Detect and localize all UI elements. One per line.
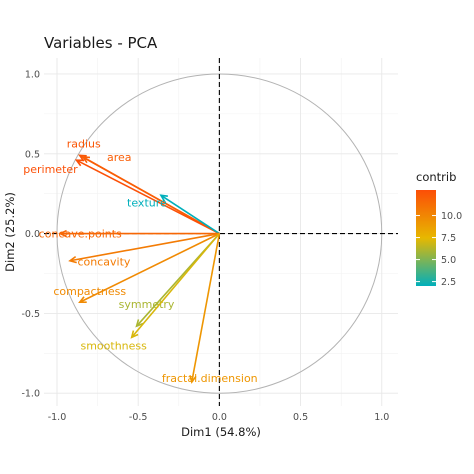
label-concave-points: concave.points — [39, 228, 122, 241]
arrowhead-compactness — [78, 296, 87, 304]
arrowhead-fractal-dimension — [189, 375, 197, 384]
label-smoothness: smoothness — [80, 339, 147, 352]
y-tick-label: 0.0 — [25, 229, 40, 240]
chart-title: Variables - PCA — [44, 34, 158, 52]
x-tick-label: -1.0 — [48, 412, 67, 423]
arrow-smoothness — [131, 233, 220, 338]
label-perimeter: perimeter — [23, 163, 78, 176]
plot-panel — [44, 58, 398, 406]
label-fractal-dimension: fractal.dimension — [162, 372, 258, 385]
arrow-area — [82, 156, 220, 235]
arrow-concavity — [69, 232, 220, 262]
arrowhead-concave-points — [58, 229, 67, 238]
arrow-perimeter — [76, 159, 220, 235]
y-tick-label: 0.5 — [25, 149, 40, 160]
legend-title: contrib — [416, 170, 456, 184]
arrowhead-texture — [159, 194, 168, 202]
arrowhead-area — [81, 156, 91, 164]
legend-tick-label: 5.0 — [441, 255, 456, 266]
arrowhead-radius — [78, 154, 87, 162]
arrow-compactness — [79, 232, 220, 303]
arrowhead-perimeter — [74, 159, 84, 167]
legend-tick-label: 2.5 — [441, 277, 456, 288]
x-axis-label: Dim1 (54.8%) — [181, 425, 261, 439]
y-tick-label: -0.5 — [21, 309, 40, 320]
y-tick-label: -1.0 — [21, 389, 40, 400]
legend-tick-label: 7.5 — [441, 233, 456, 244]
label-compactness: compactness — [53, 285, 126, 298]
label-symmetry: symmetry — [119, 298, 175, 311]
legend-colorbar — [416, 190, 436, 286]
label-area: area — [107, 151, 132, 164]
label-radius: radius — [67, 137, 101, 150]
arrow-texture — [160, 194, 220, 235]
y-tick-label: 1.0 — [25, 69, 40, 80]
arrowhead-symmetry — [135, 319, 144, 328]
arrow-fractal-dimension — [190, 233, 221, 383]
contrib-legend: contrib 2.5 5.0 7.5 10.0 — [416, 170, 462, 288]
x-tick-label: -0.5 — [129, 412, 148, 423]
label-texture: texture — [127, 196, 167, 209]
x-tick-label: 1.0 — [374, 412, 389, 423]
y-axis-label: Dim2 (25.2%) — [3, 192, 17, 272]
x-tick-label: 0.0 — [212, 412, 227, 423]
label-concavity: concavity — [78, 256, 131, 269]
arrowhead-smoothness — [130, 330, 139, 339]
legend-tick-label: 10.0 — [441, 211, 462, 222]
x-tick-label: 0.5 — [293, 412, 308, 423]
arrowhead-concavity — [68, 255, 77, 264]
